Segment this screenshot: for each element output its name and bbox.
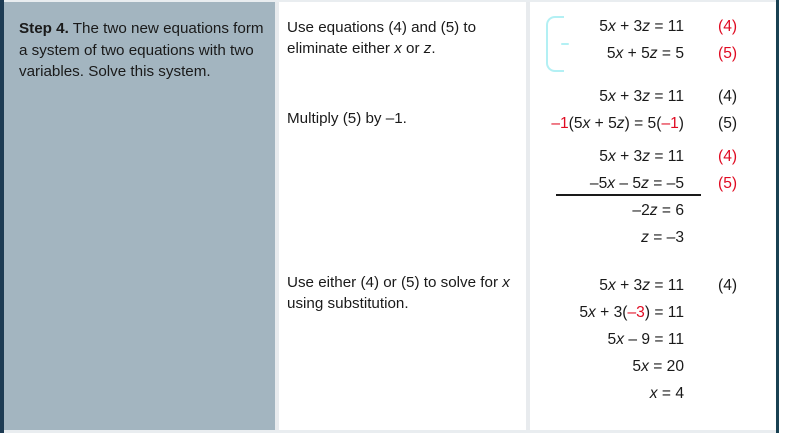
equation-tag: (4) [718,277,738,294]
step-text: Step 4. The two new equations form a sys… [19,18,265,83]
math-row: 5x + 3(–3) = 11 [530,301,776,328]
table-right-border [776,0,779,433]
equation: z = –3 [641,229,684,246]
math-row: –2z = 6 [530,199,776,226]
math-block-system: 5x + 3z = 11 (4) 5x + 5z = 5 (5) [530,15,776,72]
math-row: 5x + 3z = 11 (4) [530,274,776,301]
math-row: 5x + 3z = 11 (4) [530,145,776,172]
instruction-paragraph-1: Use equations (4) and (5) to eliminate e… [287,18,511,59]
addition-rule-line [556,194,701,196]
instruction-paragraph-3: Use either (4) or (5) to solve for x usi… [287,273,511,314]
equation: 5x + 3z = 11 [599,18,684,35]
equation-tag: (5) [718,115,738,132]
instruction-1-var-z: z [423,39,432,57]
equation: 5x + 3z = 11 [599,277,684,294]
step-body: The two new equations form a system of t… [19,20,264,80]
math-work-cell: 5x + 3z = 11 (4) 5x + 5z = 5 (5) 5x + 3z… [530,2,776,430]
math-row: 5x + 5z = 5 (5) [530,42,776,69]
equation: 5x – 9 = 11 [607,331,684,348]
equation: –5x – 5z = –5 [589,175,684,192]
math-row: –1(5x + 5z) = 5(–1) (5) [530,112,776,139]
math-block-elimination: 5x + 3z = 11 (4) –5x – 5z = –5 (5) –2z =… [530,145,776,253]
equation-tag: (5) [718,175,738,192]
equation-tag: (4) [718,18,738,35]
instruction-paragraph-2: Multiply (5) by –1. [287,109,511,130]
table-top-border [4,0,776,2]
math-row: 5x = 20 [530,355,776,382]
equation: 5x + 3z = 11 [599,148,684,165]
step-label: Step 4. [19,20,69,37]
equation: 5x + 5z = 5 [606,45,684,62]
math-row: z = –3 [530,226,776,253]
math-block-multiply: 5x + 3z = 11 (4) –1(5x + 5z) = 5(–1) (5) [530,85,776,139]
column-separator-2 [526,2,530,430]
equation: 5x = 20 [632,358,684,375]
equation: 5x + 3z = 11 [599,88,684,105]
instruction-1-text-c: . [431,39,436,57]
step-description-cell: Step 4. The two new equations form a sys… [4,2,275,430]
equation: x = 4 [649,385,684,402]
instruction-cell: Use equations (4) and (5) to eliminate e… [279,2,526,430]
instruction-3-var-x: x [502,274,510,291]
instruction-2-text: Multiply (5) by –1. [287,110,407,127]
equation-tag: (4) [718,88,738,105]
instruction-3-text-a: Use either (4) or (5) to solve for [287,274,503,291]
math-row: 5x + 3z = 11 (4) [530,85,776,112]
equation: 5x + 3(–3) = 11 [579,304,684,321]
math-row: –5x – 5z = –5 (5) [530,172,776,199]
instruction-3-text-b: using substitution. [287,294,409,312]
instruction-1-text-b: or [401,39,424,57]
left-curly-brace-icon [546,16,569,72]
math-row: 5x – 9 = 11 [530,328,776,355]
equation: –1(5x + 5z) = 5(–1) [551,115,684,132]
math-block-substitution: 5x + 3z = 11 (4) 5x + 3(–3) = 11 5x – 9 … [530,274,776,409]
table-left-border [0,0,4,433]
column-separator-1 [275,2,279,430]
equation: –2z = 6 [632,202,684,219]
instruction-1-var-x: x [394,39,402,57]
math-row: x = 4 [530,382,776,409]
math-row: 5x + 3z = 11 (4) [530,15,776,42]
equation-tag: (5) [718,45,738,62]
instruction-1-text-a: Use equations (4) and (5) to eliminate e… [287,19,477,57]
table-bottom-border [4,430,776,433]
equation-tag: (4) [718,148,738,165]
